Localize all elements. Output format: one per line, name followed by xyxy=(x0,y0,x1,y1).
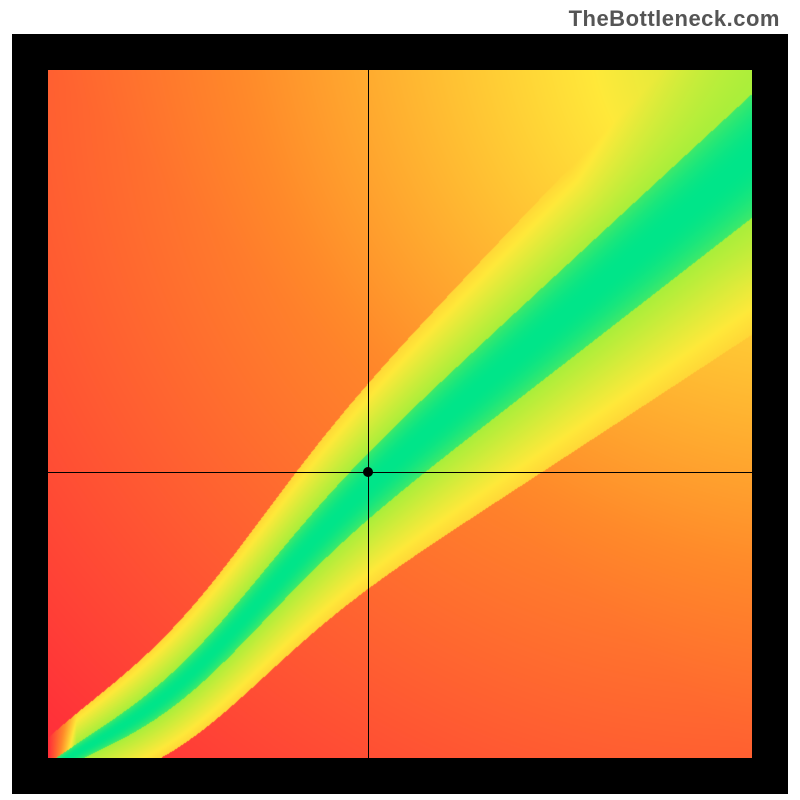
crosshair-vertical xyxy=(368,70,369,758)
plot-area xyxy=(48,70,752,758)
data-point-marker xyxy=(363,467,373,477)
crosshair-horizontal xyxy=(48,472,752,473)
watermark-text: TheBottleneck.com xyxy=(569,6,780,32)
heatmap-canvas xyxy=(48,70,752,758)
